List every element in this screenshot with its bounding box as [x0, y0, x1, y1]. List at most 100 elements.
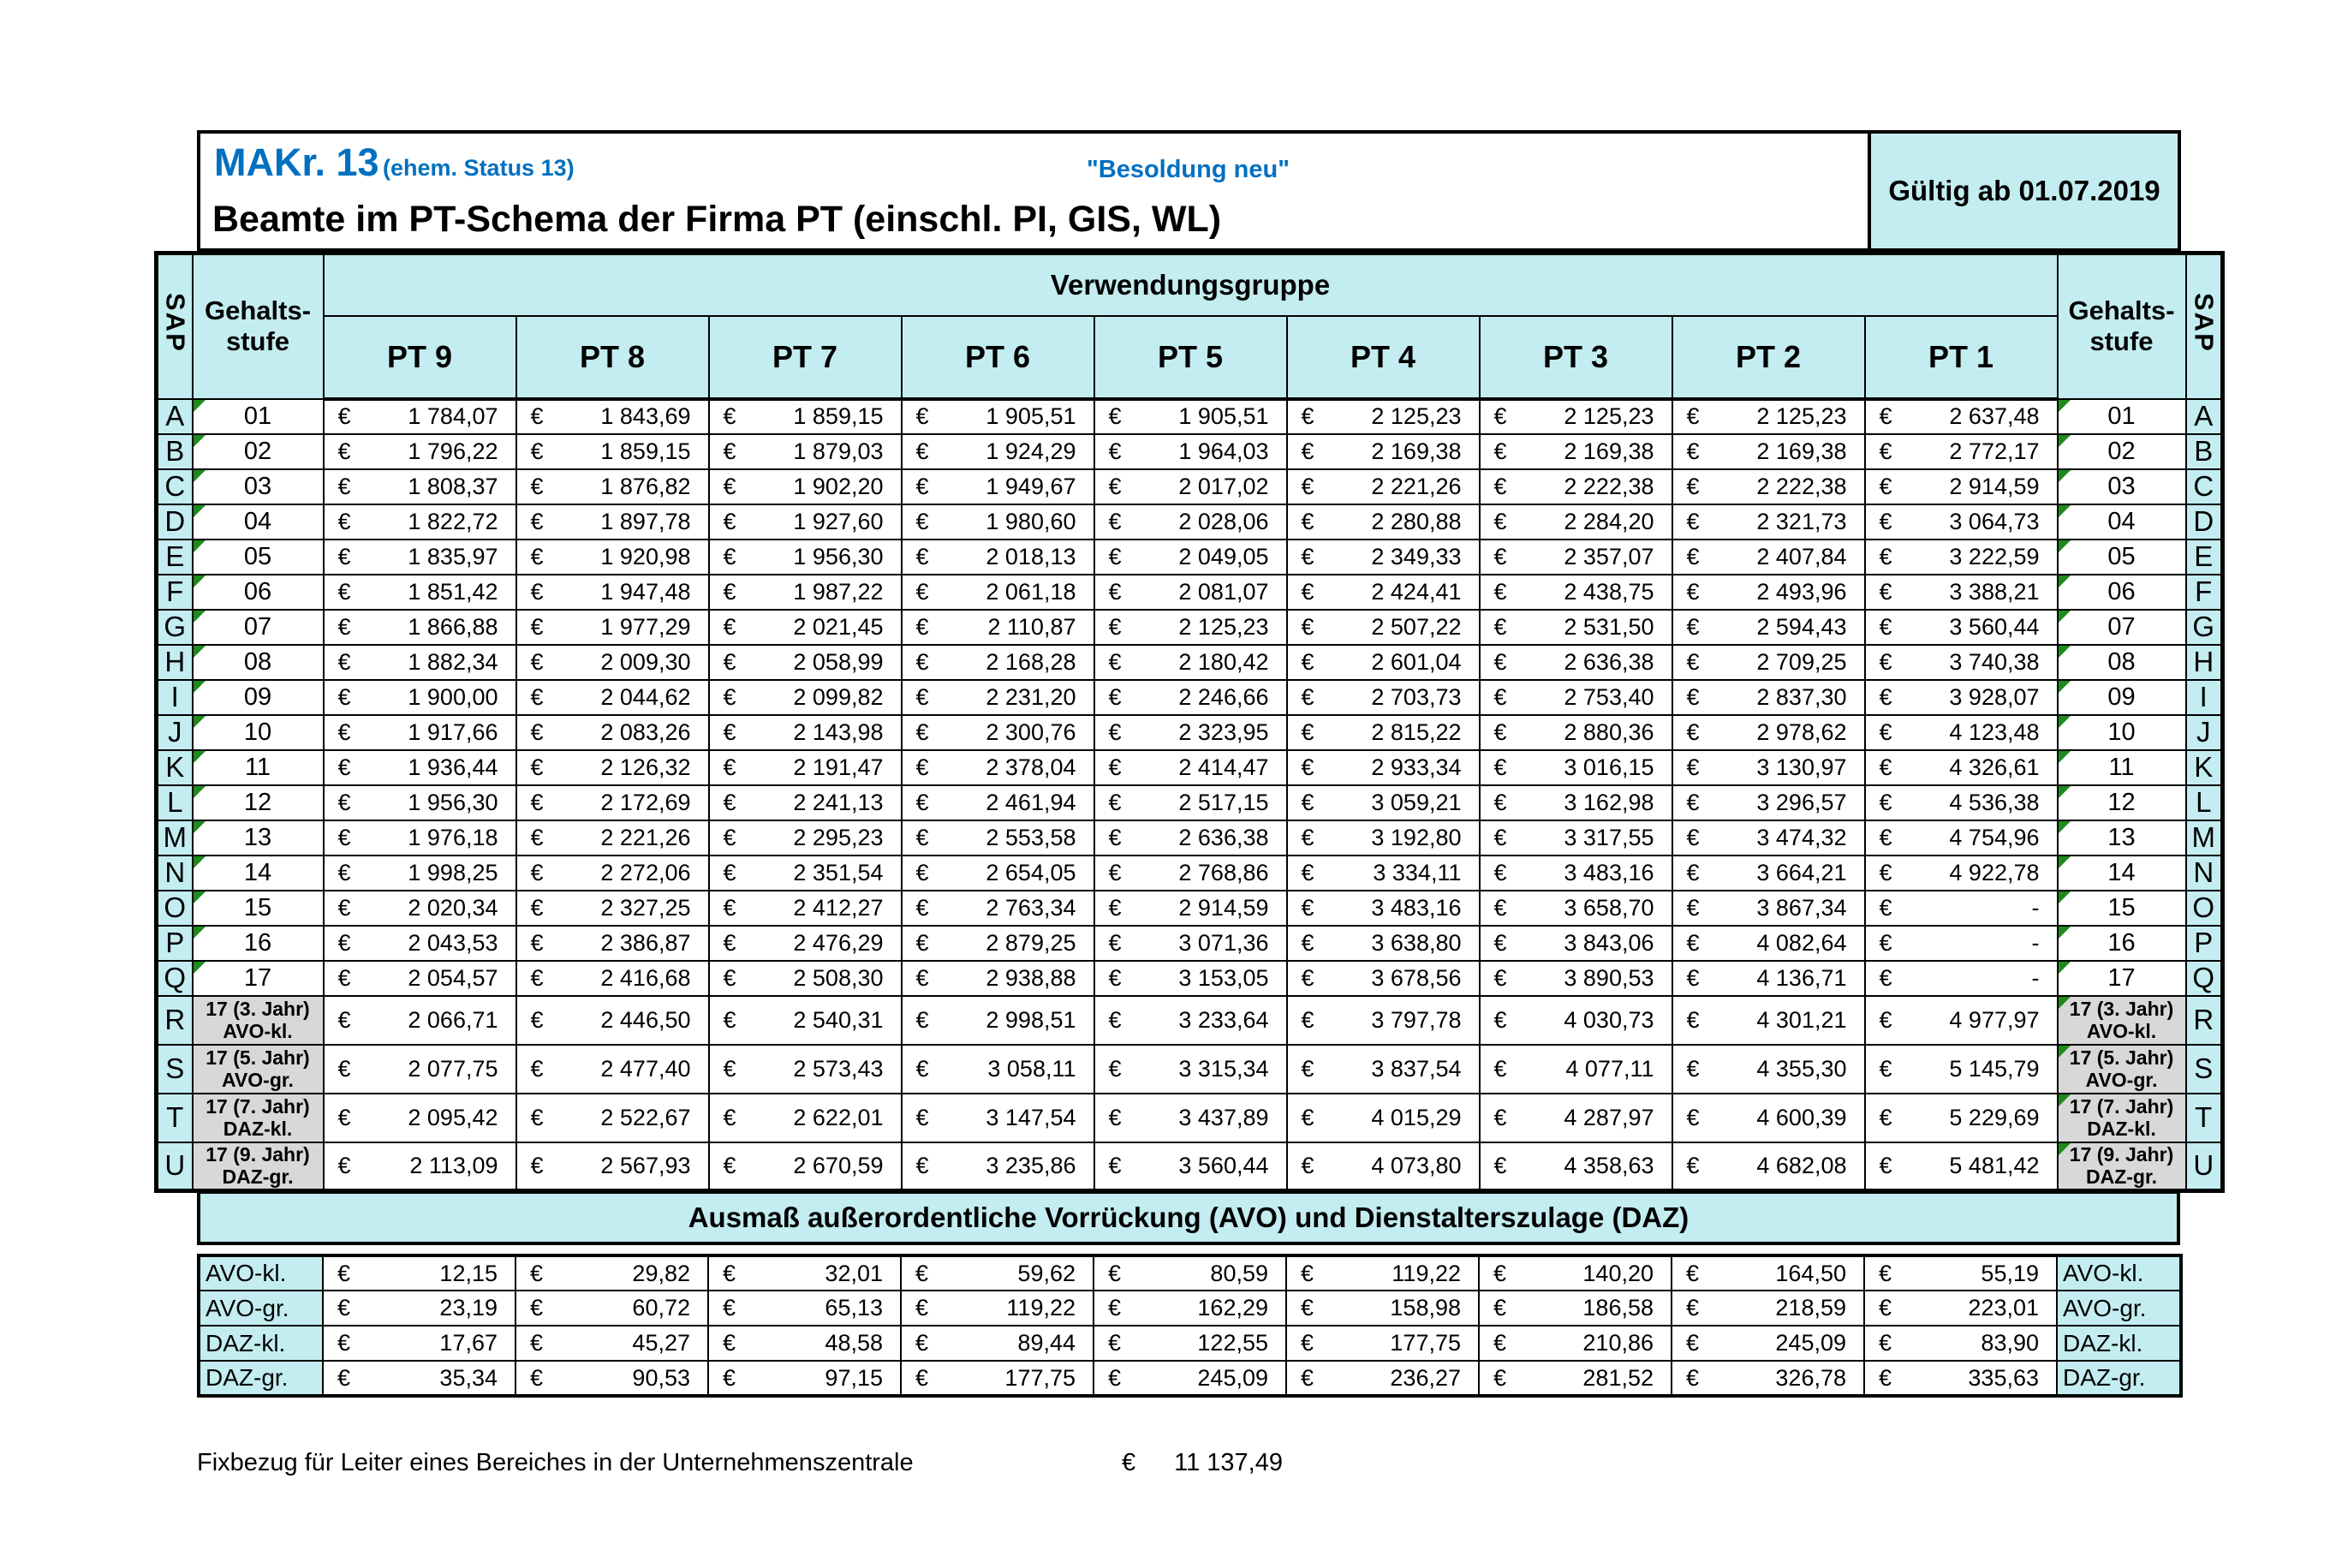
value-amount: 2 009,30	[600, 648, 691, 675]
currency-symbol: €	[1301, 683, 1314, 710]
value-cell-content: €3 315,34	[1096, 1055, 1285, 1082]
value-amount: 2 172,69	[600, 789, 691, 815]
value-amount: 4 358,63	[1564, 1152, 1654, 1178]
value-cell: €35,34	[322, 1360, 516, 1397]
value-amount: 5 145,79	[1949, 1055, 2040, 1082]
value-cell: €5 481,42	[1863, 1141, 2059, 1192]
currency-symbol: €	[1493, 1104, 1507, 1130]
value-cell-content: €1 822,72	[325, 509, 515, 535]
value-amount: 2 058,99	[793, 648, 884, 675]
currency-symbol: €	[915, 648, 929, 675]
currency-symbol: €	[1879, 473, 1892, 499]
currency-symbol: €	[337, 1055, 351, 1082]
currency-symbol: €	[915, 508, 929, 534]
value-cell-content: € -	[1867, 930, 2056, 957]
stufe-line1: 17 (7. Jahr)	[206, 1095, 310, 1118]
value-amount: 2 753,40	[1564, 683, 1654, 710]
value-cell-content: €2 461,94	[903, 790, 1093, 816]
value-cell-content: €1 902,20	[711, 474, 900, 500]
value-cell-content: €1 859,15	[518, 438, 707, 465]
value-cell: €4 754,96	[1863, 819, 2059, 856]
currency-symbol: €	[530, 438, 544, 464]
value-amount: 2 231,20	[986, 683, 1076, 710]
value-cell-content: €2 531,50	[1481, 614, 1671, 641]
value-cell-content: €65,13	[709, 1295, 900, 1321]
value-cell-content: €2 637,48	[1867, 403, 2056, 430]
currency-symbol: €	[1108, 964, 1122, 991]
sap-cell: K	[2184, 748, 2224, 786]
currency-symbol: €	[337, 1364, 351, 1391]
value-cell-content: €3 130,97	[1674, 754, 1863, 781]
value-cell: €4 030,73	[1478, 994, 1673, 1046]
stufe-line2: DAZ-gr.	[2085, 1166, 2158, 1189]
value-amount: 2 522,67	[600, 1104, 691, 1130]
value-cell: €55,19	[1863, 1255, 2058, 1291]
value-amount: 2 914,59	[1949, 473, 2040, 499]
value-cell: €1 956,30	[322, 784, 517, 821]
value-cell-content: €59,62	[902, 1261, 1093, 1287]
value-amount: 236,27	[1390, 1364, 1461, 1391]
currency-symbol: €	[1301, 824, 1314, 850]
value-cell: € -	[1863, 959, 2059, 997]
value-cell: €65,13	[707, 1290, 902, 1327]
value-cell-content: €1 987,22	[711, 579, 900, 605]
value-cell-content: €2 412,27	[711, 895, 900, 921]
stufe-cell: 17	[191, 959, 325, 997]
currency-symbol: €	[1301, 1152, 1314, 1178]
currency-symbol: €	[915, 543, 929, 569]
value-amount: 2 837,30	[1756, 683, 1847, 710]
value-amount: 2 272,06	[600, 859, 691, 885]
currency-symbol: €	[530, 613, 544, 640]
sap-cell: S	[2184, 1043, 2224, 1094]
value-cell: €97,15	[707, 1360, 902, 1397]
sap-cell: P	[2184, 924, 2224, 962]
value-amount: 89,44	[1017, 1330, 1076, 1356]
currency-symbol: €	[1108, 683, 1122, 710]
value-amount: 2 349,33	[1371, 543, 1462, 569]
value-cell: €3 296,57	[1671, 784, 1866, 821]
value-cell: €3 222,59	[1863, 538, 2059, 575]
value-cell-content: €2 517,15	[1096, 790, 1285, 816]
value-amount: 2 414,47	[1178, 754, 1269, 780]
stufe-cell: 17 (3. Jahr) AVO-kl.	[2056, 994, 2187, 1046]
value-cell: €2 531,50	[1478, 608, 1673, 646]
value-cell: €2 837,30	[1671, 678, 1866, 716]
value-amount: 2 446,50	[600, 1006, 691, 1033]
currency-symbol: €	[337, 754, 351, 780]
value-cell-content: €162,29	[1094, 1295, 1285, 1321]
value-cell-content: €3 058,11	[903, 1056, 1093, 1082]
value-cell-content: €3 016,15	[1481, 754, 1671, 781]
currency-symbol: €	[337, 964, 351, 991]
currency-symbol: €	[1108, 1055, 1122, 1082]
value-cell-content: €3 071,36	[1096, 930, 1285, 957]
salary-row: N 14 €1 998,25 €2 272,06 €2 351,54 €2 654,05 €…	[155, 854, 2224, 891]
value-cell: €1 866,88	[322, 608, 517, 646]
value-amount: 60,72	[632, 1295, 690, 1321]
value-cell-content: €4 358,63	[1481, 1152, 1671, 1179]
value-cell-content: €119,22	[902, 1295, 1093, 1321]
value-cell: €1 784,07	[322, 397, 517, 435]
value-cell-content: €2 083,26	[518, 719, 707, 746]
value-cell-content: €2 837,30	[1674, 683, 1863, 711]
value-cell: € -	[1863, 924, 2059, 962]
value-cell-content: €5 481,42	[1867, 1153, 2056, 1179]
value-amount: 2 049,05	[1178, 543, 1269, 569]
value-cell-content: €2 815,22	[1289, 719, 1478, 746]
stufe-cell: 17 (5. Jahr) AVO-gr.	[191, 1043, 325, 1094]
stufe-cell: 02	[2056, 432, 2187, 470]
value-amount: 140,20	[1582, 1260, 1654, 1286]
value-cell-content: €281,52	[1480, 1365, 1671, 1392]
currency-symbol: €	[1301, 859, 1314, 885]
value-cell-content: €4 355,30	[1674, 1056, 1863, 1082]
currency-symbol: €	[723, 648, 736, 675]
value-amount: 1 976,18	[408, 824, 498, 850]
value-cell: €4 015,29	[1285, 1092, 1481, 1143]
value-cell-content: €2 049,05	[1096, 543, 1285, 570]
value-amount: 1 796,22	[408, 438, 498, 464]
value-cell-content: €3 296,57	[1674, 790, 1863, 816]
currency-symbol: €	[1108, 1330, 1122, 1356]
value-amount: 4 922,78	[1949, 859, 2040, 885]
value-amount: 3 388,21	[1949, 578, 2040, 605]
currency-symbol: €	[723, 508, 736, 534]
sap-cell: D	[155, 503, 194, 540]
